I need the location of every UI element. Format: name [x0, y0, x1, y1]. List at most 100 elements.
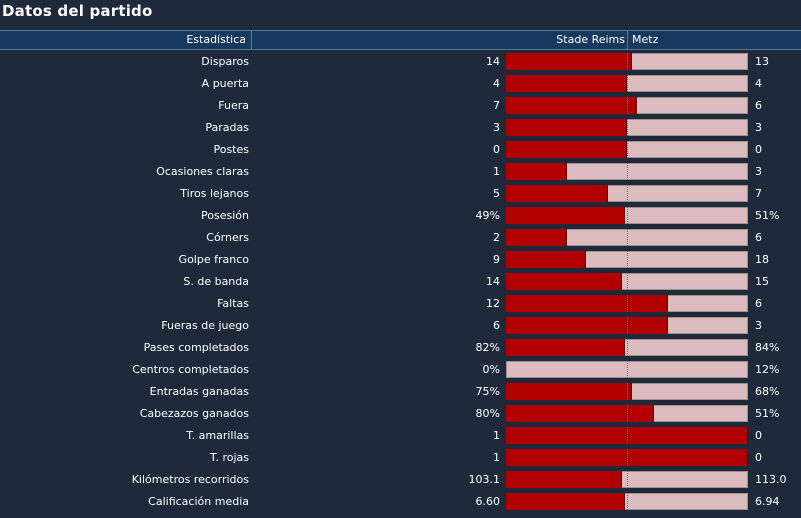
stat-row: Entradas ganadas 75% 68%: [0, 381, 801, 403]
midpoint-marker: [627, 383, 628, 400]
away-value: 13: [755, 55, 769, 68]
column-header-away-team[interactable]: Metz: [627, 31, 801, 49]
away-value: 0: [755, 429, 762, 442]
stat-row: Postes 0 0: [0, 139, 801, 161]
stat-label: Kilómetros recorridos: [131, 473, 249, 486]
comparison-bar: [506, 295, 748, 312]
comparison-bar: [506, 317, 748, 334]
stat-label: Faltas: [217, 297, 249, 310]
stat-label: Posesión: [201, 209, 249, 222]
stat-label: T. rojas: [210, 451, 249, 464]
home-share-fill: [506, 493, 625, 510]
away-value: 15: [755, 275, 769, 288]
away-value: 3: [755, 165, 762, 178]
column-header-stat[interactable]: Estadística: [0, 31, 252, 49]
home-share-fill: [506, 207, 625, 224]
home-share-fill: [506, 405, 654, 422]
home-value: 75%: [475, 385, 500, 398]
midpoint-marker: [627, 405, 628, 422]
home-value: 14: [486, 55, 500, 68]
stat-row: Ocasiones claras 1 3: [0, 161, 801, 183]
comparison-bar: [506, 185, 748, 202]
stat-label: Centros completados: [132, 363, 249, 376]
home-value: 1: [493, 165, 500, 178]
stat-row: S. de banda 14 15: [0, 271, 801, 293]
home-value: 2: [493, 231, 500, 244]
stat-row: Fuera 7 6: [0, 95, 801, 117]
away-value: 6: [755, 297, 762, 310]
home-share-fill: [506, 53, 632, 70]
stat-label: Tiros lejanos: [180, 187, 249, 200]
stat-row: Paradas 3 3: [0, 117, 801, 139]
midpoint-marker: [627, 449, 628, 466]
midpoint-marker: [627, 273, 628, 290]
home-value: 5: [493, 187, 500, 200]
home-value: 0: [493, 143, 500, 156]
stat-row: Kilómetros recorridos 103.1 113.0: [0, 469, 801, 491]
stat-label: Entradas ganadas: [149, 385, 249, 398]
stats-header: Estadística Stade Reims Metz: [0, 30, 801, 50]
home-share-fill: [506, 317, 668, 334]
midpoint-marker: [627, 75, 628, 92]
stat-label: Ocasiones claras: [156, 165, 249, 178]
home-value: 7: [493, 99, 500, 112]
stat-label: Fuera: [218, 99, 249, 112]
column-header-home-team[interactable]: Stade Reims: [556, 33, 625, 46]
away-value: 3: [755, 121, 762, 134]
away-value: 6: [755, 231, 762, 244]
comparison-bar: [506, 53, 748, 70]
midpoint-marker: [627, 251, 628, 268]
stat-row: Fueras de juego 6 3: [0, 315, 801, 337]
midpoint-marker: [627, 53, 628, 70]
stat-label: Disparos: [201, 55, 249, 68]
away-value: 68%: [755, 385, 780, 398]
home-value: 3: [493, 121, 500, 134]
stat-label: Golpe franco: [178, 253, 249, 266]
home-share-fill: [506, 273, 622, 290]
home-value: 82%: [475, 341, 500, 354]
away-value: 0: [755, 143, 762, 156]
stat-label: Pases completados: [143, 341, 249, 354]
away-value: 6: [755, 99, 762, 112]
away-value: 18: [755, 253, 769, 266]
away-value: 51%: [755, 209, 780, 222]
stat-row: Centros completados 0% 12%: [0, 359, 801, 381]
away-value: 12%: [755, 363, 780, 376]
home-share-fill: [506, 295, 668, 312]
home-value: 1: [493, 429, 500, 442]
home-value: 6: [493, 319, 500, 332]
away-value: 4: [755, 77, 762, 90]
comparison-bar: [506, 141, 748, 158]
home-value: 14: [486, 275, 500, 288]
home-share-fill: [506, 75, 627, 92]
stat-row: Calificación media 6.60 6.94: [0, 491, 801, 513]
midpoint-marker: [627, 229, 628, 246]
midpoint-marker: [627, 119, 628, 136]
stat-row: Cabezazos ganados 80% 51%: [0, 403, 801, 425]
stat-label: A puerta: [201, 77, 249, 90]
midpoint-marker: [627, 339, 628, 356]
home-value: 103.1: [468, 473, 501, 486]
stat-label: T. amarillas: [186, 429, 249, 442]
comparison-bar: [506, 361, 748, 378]
stat-row: T. rojas 1 0: [0, 447, 801, 469]
home-share-fill: [506, 163, 567, 180]
midpoint-marker: [627, 185, 628, 202]
midpoint-marker: [627, 207, 628, 224]
comparison-bar: [506, 449, 748, 466]
home-share-fill: [506, 119, 627, 136]
away-value: 3: [755, 319, 762, 332]
comparison-bar: [506, 339, 748, 356]
home-value: 6.60: [475, 495, 501, 508]
midpoint-marker: [627, 295, 628, 312]
midpoint-marker: [627, 141, 628, 158]
comparison-bar: [506, 471, 748, 488]
home-share-fill: [506, 383, 632, 400]
stat-label: Cabezazos ganados: [139, 407, 249, 420]
away-value: 7: [755, 187, 762, 200]
comparison-bar: [506, 163, 748, 180]
home-share-fill: [506, 471, 622, 488]
away-value: 51%: [755, 407, 780, 420]
midpoint-marker: [627, 317, 628, 334]
home-share-fill: [506, 97, 637, 114]
